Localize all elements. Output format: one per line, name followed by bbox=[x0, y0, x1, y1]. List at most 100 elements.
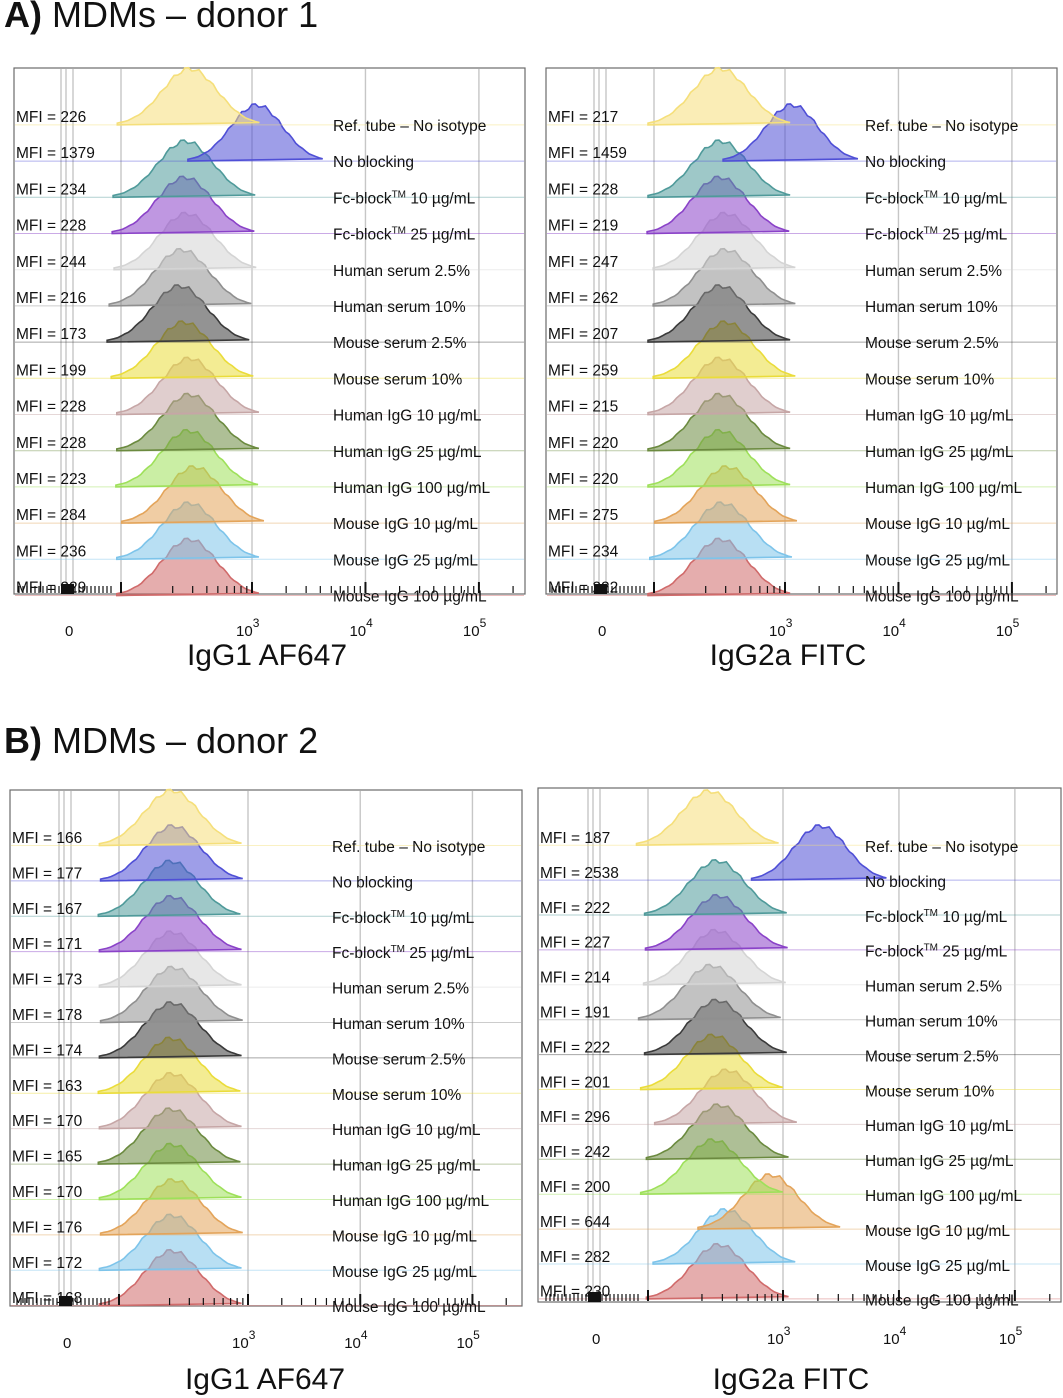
p2-tick-label: 104 bbox=[344, 1328, 368, 1352]
p2-tick-label: 0 bbox=[63, 1335, 71, 1352]
section-a-title: A) MDMs – donor 1 bbox=[4, 0, 318, 36]
p3-mfi-label: MFI = 222 bbox=[540, 1039, 610, 1056]
p0-sample-label: Fc-blockTM 10 µg/mL bbox=[333, 189, 476, 207]
p1-mfi-label: MFI = 262 bbox=[548, 290, 618, 307]
p3-sample-label: Human serum 2.5% bbox=[865, 979, 1002, 996]
p3-zero-tick-block bbox=[588, 1292, 593, 1302]
p3-sample-label: Human IgG 100 µg/mL bbox=[865, 1188, 1022, 1205]
p2-mfi-label: MFI = 170 bbox=[12, 1184, 83, 1201]
p1-tick-label: 103 bbox=[769, 616, 793, 640]
p1-histogram bbox=[647, 66, 791, 126]
p1-sample-label: Mouse IgG 10 µg/mL bbox=[865, 516, 1010, 533]
p2-mfi-label: MFI = 177 bbox=[12, 865, 82, 882]
p3-mfi-label: MFI = 201 bbox=[540, 1074, 610, 1091]
p3-zero-tick-block bbox=[592, 1292, 597, 1302]
p3-sample-label: No blocking bbox=[865, 874, 946, 891]
p3-sample-label: Human serum 10% bbox=[865, 1014, 998, 1031]
p1-mfi-label: MFI = 247 bbox=[548, 254, 618, 271]
p0-sample-label: Human IgG 10 µg/mL bbox=[333, 408, 482, 425]
p1-tick-label: 104 bbox=[882, 616, 906, 640]
p3-sample-label: Mouse IgG 10 µg/mL bbox=[865, 1223, 1010, 1240]
p3-mfi-label: MFI = 242 bbox=[540, 1144, 610, 1161]
p0-histogram bbox=[116, 66, 260, 126]
p0-sample-label: Mouse IgG 25 µg/mL bbox=[333, 552, 478, 569]
p1-tick-label: 105 bbox=[996, 616, 1020, 640]
p1-sample-label: Human IgG 100 µg/mL bbox=[865, 480, 1022, 497]
p2-mfi-label: MFI = 174 bbox=[12, 1042, 83, 1059]
p0-sample-label: Mouse serum 2.5% bbox=[333, 335, 467, 352]
p2-sample-label: Mouse serum 2.5% bbox=[332, 1051, 466, 1068]
p1-sample-label: Fc-blockTM 10 µg/mL bbox=[865, 189, 1008, 207]
p3-sample-label: Mouse serum 10% bbox=[865, 1083, 994, 1100]
p2-mfi-label: MFI = 170 bbox=[12, 1113, 83, 1130]
p3-sample-label: Ref. tube – No isotype bbox=[865, 839, 1018, 856]
p3-mfi-label: MFI = 282 bbox=[540, 1249, 610, 1266]
p0-zero-tick-block bbox=[69, 584, 74, 594]
p1-sample-label: Mouse IgG 100 µg/mL bbox=[865, 589, 1019, 606]
p1-sample-label: Human IgG 25 µg/mL bbox=[865, 444, 1014, 461]
section-b-text: MDMs – donor 2 bbox=[52, 720, 319, 761]
p2-sample-label: Human IgG 10 µg/mL bbox=[332, 1122, 481, 1139]
p3-mfi-label: MFI = 2538 bbox=[540, 865, 619, 882]
p0-tick-label: 104 bbox=[349, 616, 373, 640]
p3-histogram bbox=[697, 1173, 841, 1230]
p0-mfi-label: MFI = 228 bbox=[16, 218, 86, 235]
p2-sample-label: Human IgG 100 µg/mL bbox=[332, 1193, 489, 1210]
p1-mfi-label: MFI = 220 bbox=[548, 471, 619, 488]
p0-tick-label: 0 bbox=[65, 623, 73, 640]
p0-zero-tick-block bbox=[65, 584, 70, 594]
p3-mfi-label: MFI = 222 bbox=[540, 900, 610, 917]
p0-mfi-label: MFI = 216 bbox=[16, 290, 86, 307]
p3-mfi-label: MFI = 187 bbox=[540, 830, 610, 847]
p0-x-axis-label: IgG1 AF647 bbox=[187, 639, 347, 672]
p0-sample-label: No blocking bbox=[333, 154, 414, 171]
p0-mfi-label: MFI = 226 bbox=[16, 109, 86, 126]
p0-mfi-label: MFI = 234 bbox=[16, 181, 87, 198]
p1-sample-label: Mouse IgG 25 µg/mL bbox=[865, 552, 1010, 569]
p1-mfi-label: MFI = 275 bbox=[548, 507, 618, 524]
p0-histogram bbox=[112, 139, 256, 199]
p1-tick-label: 0 bbox=[598, 623, 606, 640]
p0-histogram bbox=[187, 103, 323, 162]
p0-mfi-label: MFI = 244 bbox=[16, 254, 87, 271]
p2-tick-label: 103 bbox=[232, 1328, 256, 1352]
p3-zero-tick-block bbox=[596, 1292, 601, 1302]
p2-mfi-label: MFI = 165 bbox=[12, 1149, 82, 1166]
p3-x-axis-label: IgG2a FITC bbox=[713, 1363, 870, 1396]
p0-sample-label: Mouse serum 10% bbox=[333, 371, 462, 388]
p2-mfi-label: MFI = 173 bbox=[12, 972, 82, 989]
p0-sample-label: Human serum 2.5% bbox=[333, 263, 470, 280]
p3-sample-label: Fc-blockTM 25 µg/mL bbox=[865, 943, 1008, 961]
p0-sample-label: Fc-blockTM 25 µg/mL bbox=[333, 226, 476, 244]
p0-mfi-label: MFI = 223 bbox=[16, 471, 86, 488]
p2-sample-label: No blocking bbox=[332, 874, 413, 891]
p0-sample-label: Ref. tube – No isotype bbox=[333, 118, 486, 135]
p0-mfi-label: MFI = 1379 bbox=[16, 145, 95, 162]
p3-mfi-label: MFI = 296 bbox=[540, 1109, 610, 1126]
p3-sample-label: Mouse serum 2.5% bbox=[865, 1048, 999, 1065]
p2-sample-label: Fc-blockTM 10 µg/mL bbox=[332, 909, 475, 927]
p2-frame bbox=[9, 789, 523, 1307]
p2-mfi-label: MFI = 178 bbox=[12, 1007, 82, 1024]
p1-sample-label: Human IgG 10 µg/mL bbox=[865, 408, 1014, 425]
p0-mfi-label: MFI = 284 bbox=[16, 507, 87, 524]
p3-x-ticks bbox=[545, 1290, 1051, 1302]
p1-mfi-label: MFI = 217 bbox=[548, 109, 618, 126]
section-b-title: B) MDMs – donor 2 bbox=[4, 720, 318, 762]
p3-sample-label: Fc-blockTM 10 µg/mL bbox=[865, 908, 1008, 926]
p1-zero-tick-block bbox=[594, 584, 599, 594]
p0-mfi-label: MFI = 173 bbox=[16, 326, 86, 343]
p1-mfi-label: MFI = 219 bbox=[548, 218, 618, 235]
p3-mfi-label: MFI = 191 bbox=[540, 1005, 610, 1022]
p2-sample-label: Mouse IgG 25 µg/mL bbox=[332, 1264, 477, 1281]
p2-mfi-label: MFI = 176 bbox=[12, 1219, 82, 1236]
p2-tick-label: 105 bbox=[456, 1328, 480, 1352]
p0-zero-tick-block bbox=[61, 584, 66, 594]
p3-sample-label: Human IgG 25 µg/mL bbox=[865, 1153, 1014, 1170]
p0-mfi-label: MFI = 228 bbox=[16, 399, 86, 416]
p3-sample-label: Mouse IgG 25 µg/mL bbox=[865, 1258, 1010, 1275]
p2-zero-tick-block bbox=[67, 1296, 72, 1306]
